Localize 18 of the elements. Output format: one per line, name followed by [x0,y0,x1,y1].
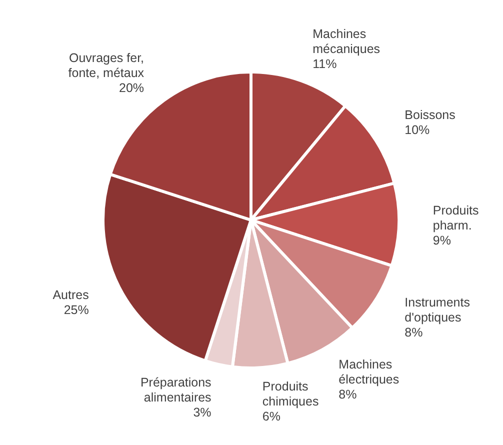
data-label: 8% [338,387,357,402]
slice-label: Produits pharm. [432,204,479,233]
slice-label: Produits chimiques [262,380,319,409]
data-label: 25% [64,303,89,318]
slice-label: Autres [52,288,89,302]
slice-label: Instruments d'optiques [404,296,470,325]
slice-label: Boissons [404,108,456,122]
slice-label: Machines mécaniques [312,26,380,56]
data-label: 9% [432,234,451,248]
data-label: 8% [404,326,423,340]
data-label: 6% [262,410,281,424]
data-label: 3% [193,406,212,420]
slice-label: Machines électriques [338,357,400,386]
data-label: 11% [312,56,337,71]
slice-label: Ouvrages fer, fonte, métaux [68,50,145,80]
data-label: 20% [118,80,144,95]
data-label: 10% [404,122,430,137]
slice-label: Préparations alimentaires [140,376,212,405]
